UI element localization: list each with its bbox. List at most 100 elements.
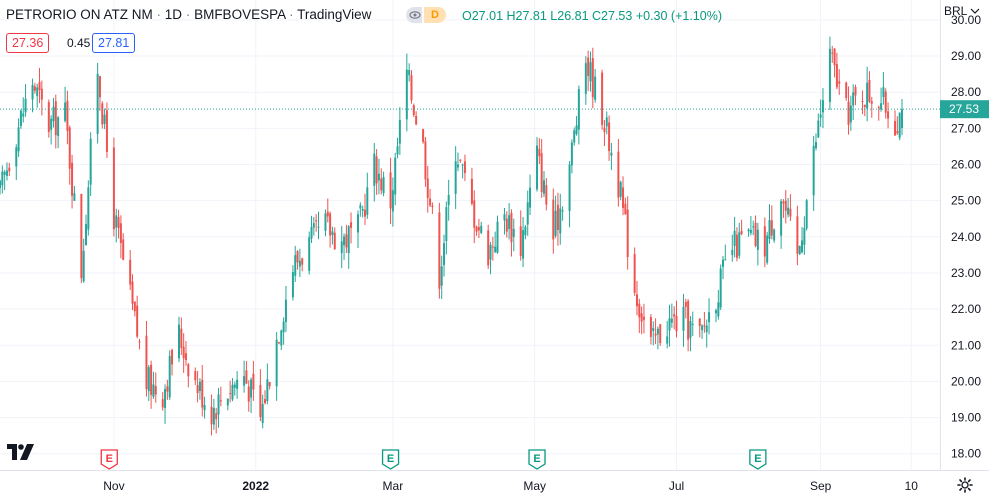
candle xyxy=(575,116,578,136)
candle xyxy=(812,135,815,211)
candle xyxy=(561,206,564,221)
candle xyxy=(838,69,841,95)
candle xyxy=(512,218,515,252)
chevron-down-icon xyxy=(970,8,980,14)
candle xyxy=(166,379,169,400)
candle xyxy=(415,111,418,126)
y-tick-label: 28.00 xyxy=(951,85,981,99)
earnings-marker[interactable]: E xyxy=(749,449,767,470)
candle xyxy=(282,317,285,345)
candle xyxy=(112,137,115,237)
candle xyxy=(559,193,562,245)
candle xyxy=(542,171,545,198)
candle xyxy=(608,115,611,161)
candle xyxy=(503,207,506,235)
interval-label: 1D xyxy=(164,7,183,22)
symbol-title[interactable]: PETRORIO ON ATZ NM · 1D · BMFBOVESPA · T… xyxy=(6,7,372,22)
candle xyxy=(640,306,643,335)
candle xyxy=(19,109,22,129)
candle xyxy=(831,46,834,63)
eye-icon[interactable] xyxy=(406,7,422,23)
candle xyxy=(431,202,434,215)
candle xyxy=(264,390,267,405)
candle xyxy=(161,392,164,411)
candle xyxy=(136,295,139,339)
candle xyxy=(150,360,153,409)
candle xyxy=(884,88,887,119)
candle xyxy=(184,341,187,366)
candle xyxy=(361,205,364,218)
candle xyxy=(103,108,106,130)
candle xyxy=(847,86,850,135)
tradingview-logo[interactable] xyxy=(6,440,38,464)
candle xyxy=(656,326,659,350)
candle xyxy=(277,341,280,345)
candle xyxy=(724,244,727,261)
candle xyxy=(236,371,239,399)
candle xyxy=(229,380,232,403)
candle xyxy=(138,338,141,350)
candle xyxy=(817,113,820,139)
candle xyxy=(412,103,415,118)
candle xyxy=(145,320,148,397)
candle xyxy=(773,228,776,243)
ohlc-legend: O27.01 H27.81 L26.81 C27.53 +0.30 (+1.10… xyxy=(462,9,722,23)
candle xyxy=(64,86,67,123)
candle xyxy=(852,84,855,120)
candle xyxy=(675,300,678,338)
x-tick-label: 2022 xyxy=(242,479,269,493)
candle xyxy=(633,247,636,296)
candle xyxy=(8,162,11,177)
y-tick-label: 23.00 xyxy=(951,266,981,280)
candle xyxy=(68,125,71,185)
candle xyxy=(375,149,378,195)
candle xyxy=(80,193,83,284)
candle xyxy=(715,308,718,323)
price-axis[interactable]: 30.00 29.00 28.00 27.00 26.00 25.00 24.00 23.00… xyxy=(940,0,989,470)
candle xyxy=(122,233,125,261)
candle xyxy=(819,99,822,127)
candle xyxy=(340,225,343,269)
earnings-letter: E xyxy=(106,453,113,465)
candle xyxy=(396,137,399,159)
candle xyxy=(131,274,134,311)
candle xyxy=(350,212,353,244)
candle xyxy=(524,225,527,240)
candle xyxy=(526,190,529,236)
candle xyxy=(422,128,425,144)
candle xyxy=(426,165,429,213)
candle xyxy=(233,381,236,396)
candle xyxy=(178,316,181,363)
candle xyxy=(308,231,311,275)
candle xyxy=(461,163,464,179)
candle xyxy=(691,311,694,336)
candle xyxy=(894,110,897,136)
candle xyxy=(168,350,171,401)
earnings-marker[interactable]: E xyxy=(100,449,118,470)
earnings-letter: E xyxy=(533,453,540,465)
candle xyxy=(456,152,459,172)
sell-price-button[interactable]: 27.36 xyxy=(6,33,50,53)
candle xyxy=(801,226,804,254)
candle xyxy=(603,120,606,147)
candle xyxy=(877,105,880,121)
time-axis[interactable]: Nov 2022 Mar May Jul Sep 10 xyxy=(0,470,989,494)
interval-badge[interactable]: D xyxy=(424,7,446,23)
candle xyxy=(154,372,157,403)
candle xyxy=(324,209,327,237)
currency-selector[interactable]: BRL xyxy=(944,4,980,18)
candle xyxy=(787,197,790,218)
earnings-letter: E xyxy=(754,453,761,465)
earnings-marker[interactable]: E xyxy=(381,449,400,470)
candle xyxy=(410,70,413,104)
earnings-marker[interactable]: E xyxy=(528,449,546,470)
y-tick-label: 19.00 xyxy=(951,411,981,425)
candle xyxy=(443,234,446,277)
candle xyxy=(217,387,220,428)
candle xyxy=(96,62,99,144)
buy-price-button[interactable]: 27.81 xyxy=(92,33,136,53)
gear-icon[interactable] xyxy=(957,477,973,493)
candle xyxy=(47,99,50,138)
